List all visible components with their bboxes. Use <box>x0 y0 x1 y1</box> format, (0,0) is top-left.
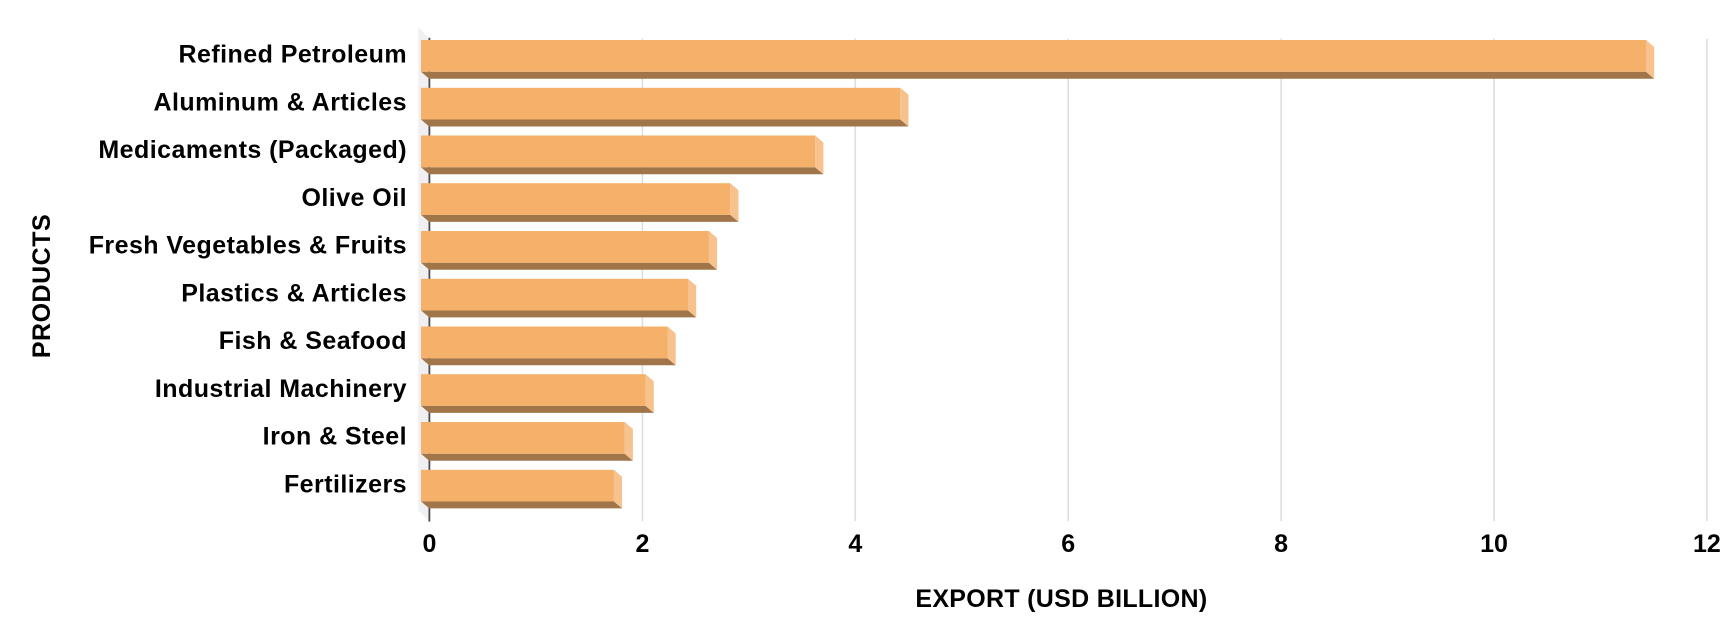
svg-text:Aluminum & Articles: Aluminum & Articles <box>154 88 408 116</box>
svg-text:Plastics & Articles: Plastics & Articles <box>181 279 407 307</box>
svg-text:PRODUCTS: PRODUCTS <box>28 214 56 358</box>
svg-text:Medicaments (Packaged): Medicaments (Packaged) <box>98 136 407 164</box>
svg-text:12: 12 <box>1693 530 1721 558</box>
svg-text:EXPORT (USD BILLION): EXPORT (USD BILLION) <box>915 585 1207 613</box>
svg-text:Olive Oil: Olive Oil <box>302 184 407 212</box>
svg-text:8: 8 <box>1274 530 1288 558</box>
svg-text:Iron & Steel: Iron & Steel <box>263 423 407 451</box>
svg-text:2: 2 <box>635 530 649 558</box>
svg-text:Fertilizers: Fertilizers <box>284 470 407 498</box>
svg-text:Refined Petroleum: Refined Petroleum <box>178 41 407 69</box>
svg-text:Fish & Seafood: Fish & Seafood <box>219 327 407 355</box>
svg-text:Fresh Vegetables & Fruits: Fresh Vegetables & Fruits <box>89 232 407 260</box>
svg-text:6: 6 <box>1061 530 1075 558</box>
svg-text:0: 0 <box>423 530 437 558</box>
svg-text:10: 10 <box>1480 530 1508 558</box>
svg-text:Industrial Machinery: Industrial Machinery <box>155 375 407 403</box>
svg-text:4: 4 <box>848 530 862 558</box>
